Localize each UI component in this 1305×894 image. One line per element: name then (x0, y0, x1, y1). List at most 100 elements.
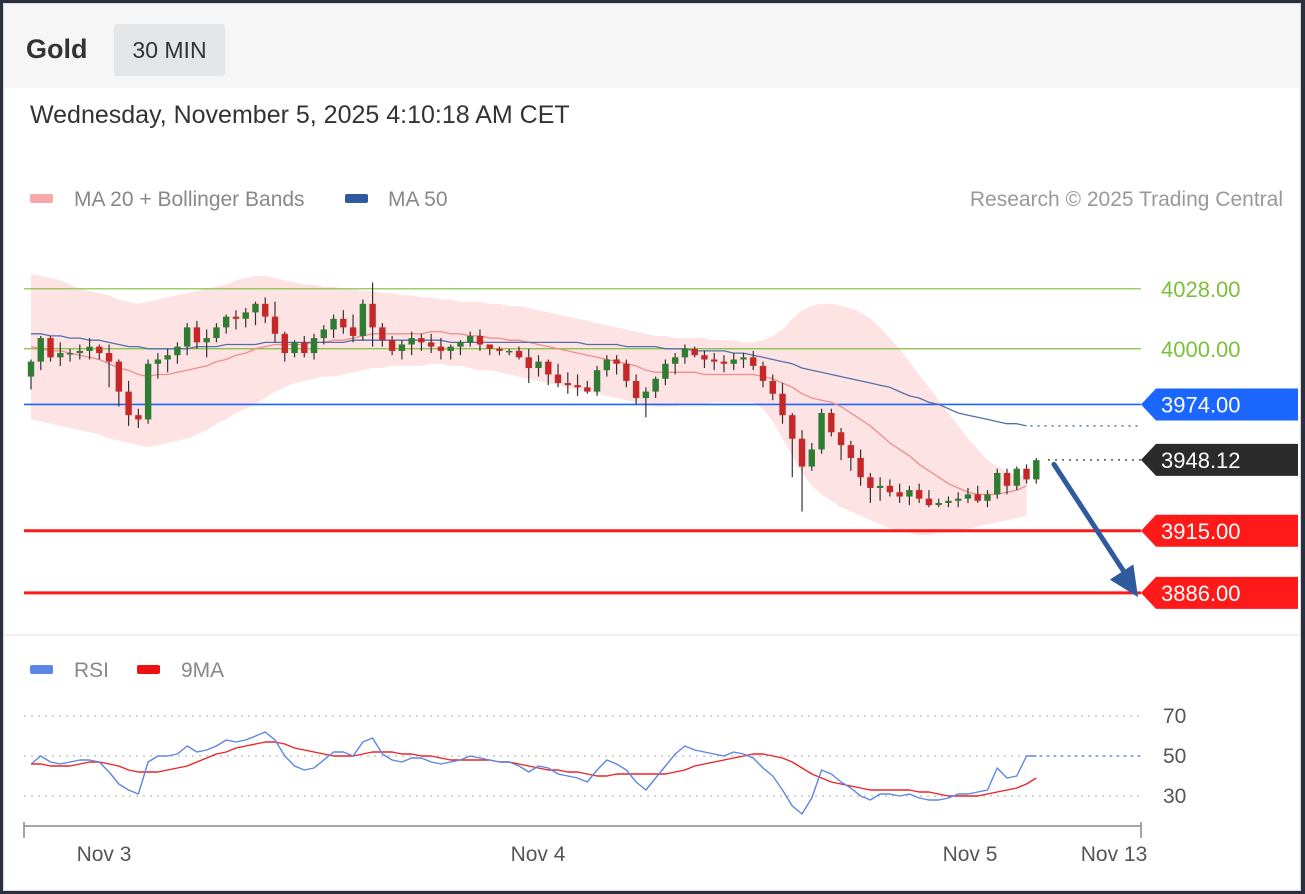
candle-body (427, 342, 435, 347)
candle-body (320, 329, 327, 339)
candle-body (740, 357, 747, 360)
candle-body (437, 346, 445, 351)
candle-body (76, 350, 83, 354)
instrument-title: Gold (26, 34, 88, 64)
candle-body (730, 359, 737, 364)
candle-body (37, 338, 44, 362)
price-tag-pivot-2 (1141, 388, 1298, 421)
legend-label-9ma: 9MA (181, 659, 224, 682)
header-bar: Gold 30 MIN (4, 4, 1300, 88)
candle-body (105, 353, 113, 362)
candle-body (340, 318, 347, 328)
candle-body (183, 327, 191, 347)
candle-body (486, 344, 493, 349)
candle-body (467, 335, 474, 343)
timeframe-badge[interactable]: 30 MIN (114, 24, 225, 76)
rsi-plot-area: 70 50 30 (24, 705, 1186, 815)
candle-body (330, 318, 337, 330)
candle-body (359, 303, 367, 336)
forecast-arrow-shaft (1051, 461, 1131, 581)
price-chart: MA 20 + Bollinger Bands MA 50 Research ©… (4, 188, 1300, 866)
candle-body (798, 438, 806, 467)
candle-body (750, 357, 757, 366)
candle-body (174, 346, 181, 356)
rsi-tick-label: 70 (1163, 705, 1186, 728)
candle-body (496, 348, 503, 351)
price-label-2: 3974.00 (1161, 392, 1241, 417)
candle-body (291, 342, 298, 354)
chart-widget: Gold 30 MIN Wednesday, November 5, 2025 … (3, 3, 1301, 891)
candle-body (603, 359, 611, 371)
price-label-3: 3948.12 (1161, 448, 1241, 473)
main-plot-area: 4028.00 4000.00 3974.00 3948.12 3915.00 3886.… (24, 273, 1298, 609)
candle-body (115, 361, 123, 392)
candle-body (906, 490, 913, 497)
candle-body (701, 355, 708, 360)
candle-body (27, 361, 35, 377)
candle-body (369, 303, 376, 328)
forecast-arrow-head (1109, 564, 1138, 598)
candle-body (779, 393, 786, 416)
candle-body (808, 449, 815, 467)
candle-body (457, 342, 464, 347)
candle-body (281, 333, 288, 354)
rsi-9ma-line (31, 741, 1037, 797)
candle-body (691, 348, 698, 356)
candle-body (203, 338, 210, 343)
x-axis: Nov 3 Nov 4 Nov 5 Nov 13 (23, 822, 1148, 866)
candle-body (349, 327, 357, 336)
x-tick-label: Nov 3 (77, 843, 132, 866)
rsi-line (30, 731, 1037, 815)
candle-body (554, 374, 562, 384)
x-tick-label: Nov 13 (1081, 843, 1148, 866)
candle-body (262, 303, 269, 317)
candle-body (47, 338, 54, 358)
candle-body (66, 353, 74, 355)
candle-body (828, 413, 835, 433)
candle-body (945, 500, 952, 503)
copyright-text: Research © 2025 Trading Central (970, 188, 1283, 211)
candle-body (1033, 460, 1040, 480)
candle-body (271, 316, 279, 334)
price-tag-support-5 (1141, 576, 1298, 609)
candle-body (789, 415, 796, 439)
candle-body (652, 378, 659, 392)
candle-body (847, 445, 855, 458)
candle-body (135, 415, 142, 420)
candle-body (252, 303, 259, 313)
candle-body (535, 361, 542, 369)
candle-body (623, 363, 630, 381)
legend-swatch-rsi (30, 665, 53, 674)
legend-swatch-9ma (137, 665, 160, 674)
x-tick-label: Nov 5 (943, 843, 998, 866)
candle-body (379, 327, 386, 341)
legend-label-rsi: RSI (74, 659, 109, 682)
candle-body (408, 338, 415, 345)
candle-body (125, 391, 132, 416)
candle-body (769, 380, 776, 394)
candle-body (974, 494, 981, 501)
candle-body (964, 494, 972, 499)
candle-body (193, 327, 201, 343)
price-label-0: 4028.00 (1161, 277, 1241, 302)
candle-body (662, 363, 669, 379)
price-label-5: 3886.00 (1161, 581, 1241, 606)
candle-body (935, 502, 942, 506)
candle-body (447, 346, 454, 351)
candle-body (896, 492, 903, 497)
candle-body (223, 316, 230, 328)
legend-swatch-ma50 (345, 194, 368, 203)
candle-body (476, 335, 484, 345)
price-label-4: 3915.00 (1161, 519, 1241, 544)
candle-body (955, 498, 962, 501)
x-tick-label: Nov 4 (511, 843, 566, 866)
candle-body (1013, 468, 1020, 486)
bollinger-band-area (31, 273, 1027, 536)
candle-body (310, 338, 318, 354)
price-tag-last-3 (1141, 443, 1298, 476)
candle-body (915, 490, 923, 499)
candle-body (984, 494, 991, 501)
candle-body (515, 350, 523, 358)
candle-body (711, 359, 718, 362)
candle-body (506, 350, 513, 353)
